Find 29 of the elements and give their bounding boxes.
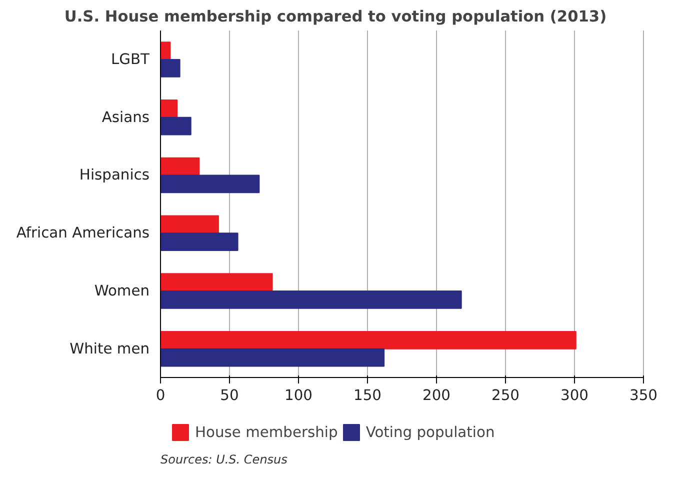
x-tick-label: 200 [422, 386, 450, 404]
x-tick-label: 100 [284, 386, 312, 404]
x-tick-label: 300 [560, 386, 588, 404]
y-tick-label: African Americans [16, 224, 150, 242]
x-tick-label: 350 [630, 386, 658, 404]
x-tick-label: 150 [354, 386, 382, 404]
x-tick-label: 50 [220, 386, 239, 404]
y-tick-label: Women [94, 282, 150, 300]
bar [160, 331, 576, 350]
bar [160, 273, 273, 292]
y-tick-label: Hispanics [79, 166, 150, 184]
bar [160, 290, 462, 309]
bar [160, 232, 238, 251]
source-note: Sources: U.S. Census [160, 452, 288, 466]
legend-label: Voting population [366, 424, 495, 440]
chart-title: U.S. House membership compared to voting population (2013) [64, 8, 607, 26]
x-tick-label: 0 [156, 386, 166, 404]
y-tick-label: White men [70, 340, 150, 358]
bar [160, 174, 260, 194]
bar [160, 157, 200, 176]
y-tick-label: Asians [102, 108, 150, 126]
bar [160, 99, 178, 118]
x-tick-label: 250 [492, 386, 520, 404]
bar [160, 116, 192, 136]
legend-label: House membership [195, 424, 338, 440]
bar [160, 58, 180, 78]
bar [160, 348, 385, 367]
bar [160, 215, 219, 234]
y-tick-label: LGBT [110, 50, 150, 68]
